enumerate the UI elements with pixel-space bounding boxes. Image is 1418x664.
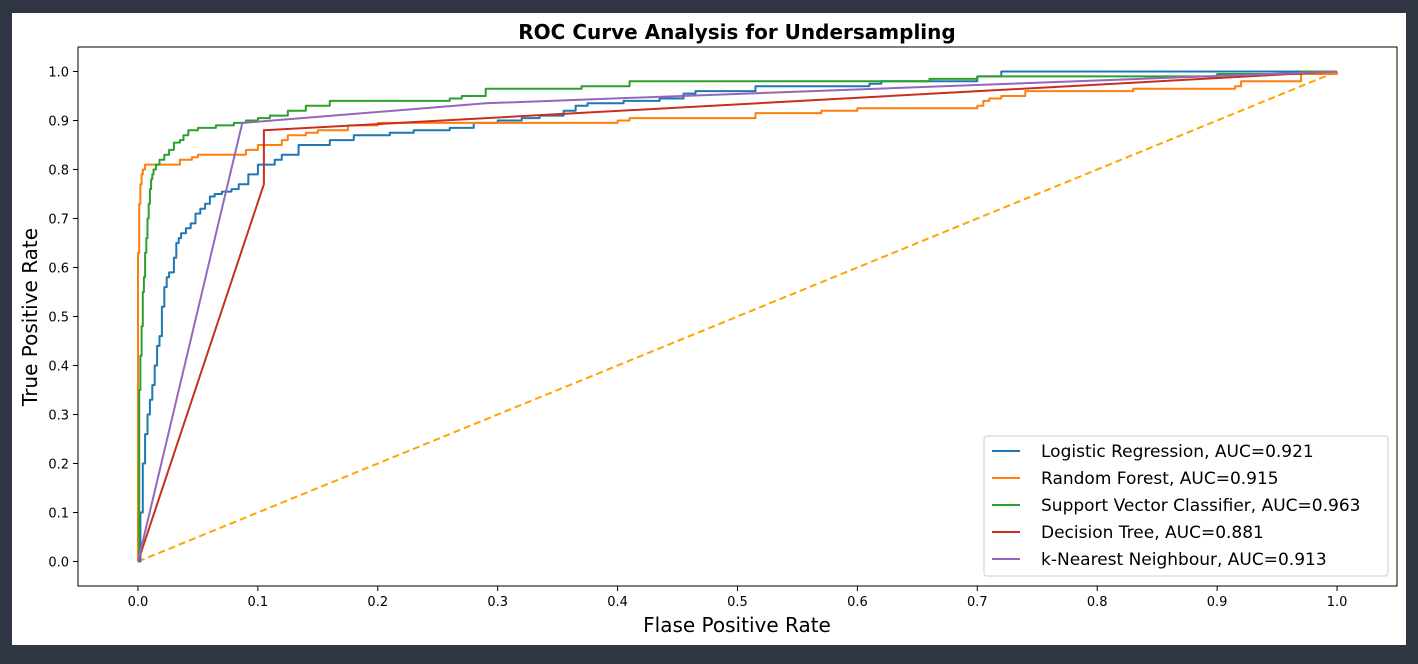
series-lines: [137, 70, 1338, 563]
y-tick-label: 0.8: [48, 164, 69, 179]
y-tick-label: 0.7: [48, 213, 69, 228]
x-tick-label: 1.0: [1327, 595, 1348, 610]
x-tick-label: 0.4: [607, 595, 628, 610]
x-axis-ticks: 0.0 0.1 0.2 0.3 0.4 0.5 0.6 0.7 0.8 0.9 1.0: [128, 586, 1348, 610]
y-tick-label: 0.6: [48, 262, 69, 277]
legend: Logistic Regression, AUC=0.921 Random For…: [983, 435, 1389, 577]
x-tick-label: 0.2: [367, 595, 388, 610]
series-line-2: [138, 70, 1337, 563]
series-line-4: [137, 70, 1338, 562]
x-tick-label: 0.0: [128, 595, 149, 610]
y-axis-ticks: 0.0 0.1 0.2 0.3 0.4 0.5 0.6 0.7 0.8 0.9 1.0: [48, 66, 78, 571]
series-line-3: [137, 70, 1338, 562]
figure: ROC Curve Analysis for Undersampling 0.0…: [12, 13, 1406, 645]
x-tick-label: 0.6: [847, 595, 868, 610]
y-tick-label: 0.0: [48, 556, 69, 571]
y-tick-label: 1.0: [48, 66, 69, 81]
legend-label: k-Nearest Neighbour, AUC=0.913: [1041, 550, 1327, 570]
x-tick-label: 0.8: [1087, 595, 1108, 610]
y-axis-label: True Positive Rate: [18, 228, 42, 407]
x-tick-label: 0.9: [1207, 595, 1228, 610]
y-tick-label: 0.4: [48, 360, 69, 375]
legend-label: Random Forest, AUC=0.915: [1041, 469, 1279, 489]
legend-label: Support Vector Classifier, AUC=0.963: [1041, 496, 1360, 516]
y-tick-label: 0.1: [48, 507, 69, 522]
legend-label: Logistic Regression, AUC=0.921: [1041, 442, 1314, 462]
y-tick-label: 0.5: [48, 311, 69, 326]
x-tick-label: 0.7: [967, 595, 988, 610]
x-tick-label: 0.3: [487, 595, 508, 610]
y-tick-label: 0.9: [48, 115, 69, 130]
legend-label: Decision Tree, AUC=0.881: [1041, 523, 1264, 543]
y-tick-label: 0.3: [48, 409, 69, 424]
series-line-0: [138, 70, 1337, 563]
chart-title: ROC Curve Analysis for Undersampling: [518, 20, 955, 44]
x-tick-label: 0.1: [248, 595, 269, 610]
x-axis-label: Flase Positive Rate: [643, 613, 831, 637]
x-tick-label: 0.5: [727, 595, 748, 610]
roc-chart: ROC Curve Analysis for Undersampling 0.0…: [18, 20, 1398, 637]
legend-box: [983, 435, 1389, 577]
diagonal-reference-line: [137, 70, 1338, 563]
y-tick-label: 0.2: [48, 458, 69, 473]
